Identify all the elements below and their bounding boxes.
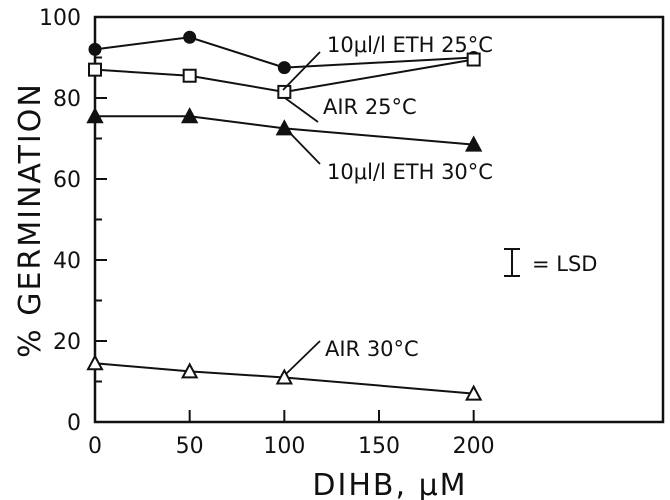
- label-eth25: 10μl/l ETH 25°C: [327, 33, 493, 57]
- x-tick-label: 50: [176, 434, 204, 459]
- data-point: [183, 30, 197, 44]
- series-line: [94, 36, 474, 69]
- y-axis-title: % GERMINATION: [13, 82, 48, 358]
- data-point: [275, 368, 294, 385]
- series-line: [94, 362, 474, 395]
- pointer-eth30: [288, 131, 321, 165]
- plot-frame: [93, 15, 665, 424]
- data-point: [180, 107, 199, 124]
- data-point: [86, 354, 104, 371]
- pointer-air30: [285, 340, 321, 375]
- lsd-label: = LSD: [532, 252, 597, 276]
- pointer-eth25: [282, 51, 321, 91]
- series-lines: [94, 36, 474, 395]
- series-label-eth25: 10μl/l ETH 25°C: [282, 33, 493, 91]
- data-point: [277, 61, 291, 75]
- x-tick-label: 0: [88, 434, 102, 459]
- series-label-air30: AIR 30°C: [285, 337, 419, 375]
- x-tick-label: 100: [263, 434, 305, 459]
- data-point: [182, 68, 197, 83]
- label-air30: AIR 30°C: [325, 337, 419, 361]
- label-air25: AIR 25°C: [323, 95, 417, 119]
- data-point: [466, 52, 481, 67]
- y-tick-label: 40: [53, 249, 81, 274]
- pointer-air25: [284, 97, 319, 123]
- lsd-indicator: = LSD: [504, 248, 597, 277]
- series-line: [95, 115, 474, 146]
- data-point: [277, 84, 292, 99]
- series-line: [94, 58, 474, 93]
- y-tick-label: 100: [39, 6, 81, 31]
- x-tick-label: 200: [453, 434, 495, 459]
- data-point: [275, 119, 294, 136]
- data-point: [86, 107, 104, 124]
- x-axis-title: DIHB, μM: [312, 468, 467, 500]
- axis-ticks: [94, 16, 475, 423]
- series-label-eth30: 10μl/l ETH 30°C: [288, 131, 493, 184]
- y-tick-label: 0: [67, 411, 81, 436]
- data-point: [88, 62, 102, 77]
- series-label-air25: AIR 25°C: [284, 95, 417, 123]
- data-point: [464, 384, 483, 401]
- data-point: [88, 42, 102, 56]
- y-tick-label: 60: [53, 168, 81, 193]
- data-point: [464, 135, 483, 152]
- axis-tick-labels: 0 20 40 60 80 100 0 50 100 150 200: [39, 6, 495, 459]
- data-point: [180, 362, 199, 379]
- plot-border: [93, 15, 665, 424]
- label-eth30: 10μl/l ETH 30°C: [327, 160, 493, 184]
- y-tick-label: 80: [53, 87, 81, 112]
- y-tick-label: 20: [53, 330, 81, 355]
- data-markers: [86, 30, 483, 401]
- x-tick-label: 150: [358, 434, 400, 459]
